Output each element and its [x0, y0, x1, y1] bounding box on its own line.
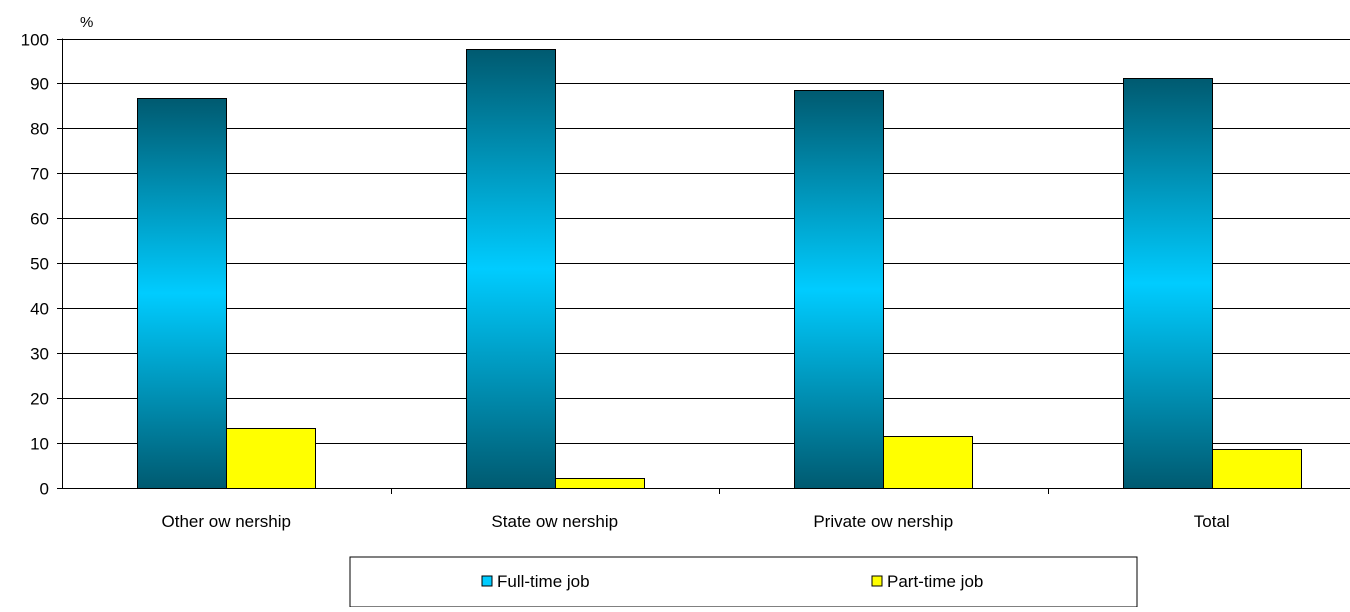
y-tick-label: 40 — [30, 300, 49, 319]
bar-part-time — [555, 478, 645, 489]
legend-swatch-full-time — [481, 575, 493, 587]
x-tick-label: State ow nership — [491, 512, 618, 531]
axes — [62, 38, 1350, 494]
y-tick-label: 50 — [30, 255, 49, 274]
legend-label-part-time: Part-time job — [887, 572, 983, 591]
bar-part-time — [1212, 449, 1302, 489]
y-tick-labels: 0 10 20 30 40 50 60 70 80 90 100 — [21, 31, 49, 499]
x-tick-label: Private ow nership — [813, 512, 953, 531]
x-tick-label: Other ow nership — [162, 512, 291, 531]
y-tick-label: 100 — [21, 31, 49, 50]
y-tick-label: 30 — [30, 345, 49, 364]
y-tick-label: 70 — [30, 165, 49, 184]
legend: Full-time job Part-time job — [349, 556, 1138, 608]
bar-full-time — [466, 49, 556, 489]
bars — [137, 49, 1302, 489]
y-tick-label: 90 — [30, 75, 49, 94]
bar-part-time — [226, 428, 316, 489]
bar-full-time — [794, 90, 884, 489]
y-tick-label: 20 — [30, 390, 49, 409]
legend-swatch-part-time — [871, 575, 883, 587]
x-tick-label: Total — [1194, 512, 1230, 531]
bar-full-time — [1123, 78, 1213, 489]
y-tick-label: 80 — [30, 120, 49, 139]
y-tick-label: 10 — [30, 435, 49, 454]
y-tick-label: 0 — [40, 480, 49, 499]
bar-full-time — [137, 98, 227, 489]
y-tick-label: 60 — [30, 210, 49, 229]
y-axis-title: % — [80, 14, 93, 31]
legend-label-full-time: Full-time job — [497, 572, 590, 591]
legend-box — [349, 556, 1138, 608]
bar-part-time — [883, 436, 973, 489]
x-tick-labels: Other ow nership State ow nership Private … — [162, 512, 1230, 531]
